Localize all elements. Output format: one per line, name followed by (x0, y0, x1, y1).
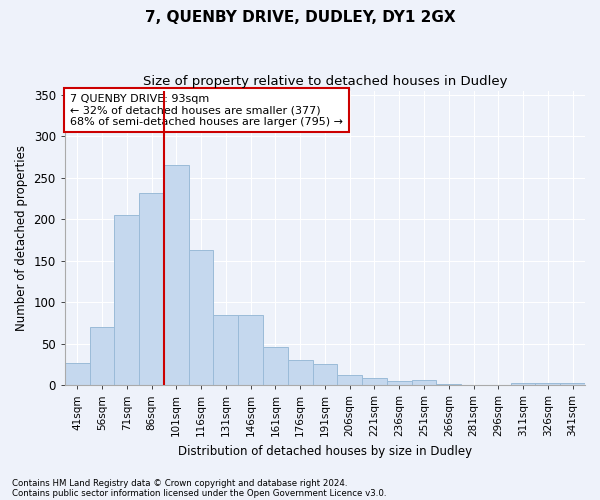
Title: Size of property relative to detached houses in Dudley: Size of property relative to detached ho… (143, 75, 507, 88)
Bar (115, 215, 139, 385)
Bar (337, 375, 362, 385)
Bar (511, 382, 535, 385)
Text: Contains public sector information licensed under the Open Government Licence v3: Contains public sector information licen… (12, 488, 386, 498)
Bar (139, 192, 164, 385)
Bar (412, 380, 436, 385)
Bar (65, 362, 89, 385)
Text: 7 QUENBY DRIVE: 93sqm
← 32% of detached houses are smaller (377)
68% of semi-det: 7 QUENBY DRIVE: 93sqm ← 32% of detached … (70, 94, 343, 126)
Bar (188, 250, 214, 385)
Bar (362, 378, 387, 385)
Bar (164, 165, 188, 385)
Bar (436, 384, 461, 385)
Bar (214, 314, 238, 385)
Bar (535, 384, 560, 385)
Bar (288, 360, 313, 385)
Text: Contains HM Land Registry data © Crown copyright and database right 2024.: Contains HM Land Registry data © Crown c… (12, 478, 347, 488)
Bar (89, 327, 115, 385)
Text: 7, QUENBY DRIVE, DUDLEY, DY1 2GX: 7, QUENBY DRIVE, DUDLEY, DY1 2GX (145, 10, 455, 25)
Bar (263, 347, 288, 385)
Y-axis label: Number of detached properties: Number of detached properties (15, 145, 28, 331)
Bar (313, 364, 337, 385)
Bar (387, 381, 412, 385)
X-axis label: Distribution of detached houses by size in Dudley: Distribution of detached houses by size … (178, 444, 472, 458)
Bar (238, 314, 263, 385)
Bar (560, 384, 585, 385)
